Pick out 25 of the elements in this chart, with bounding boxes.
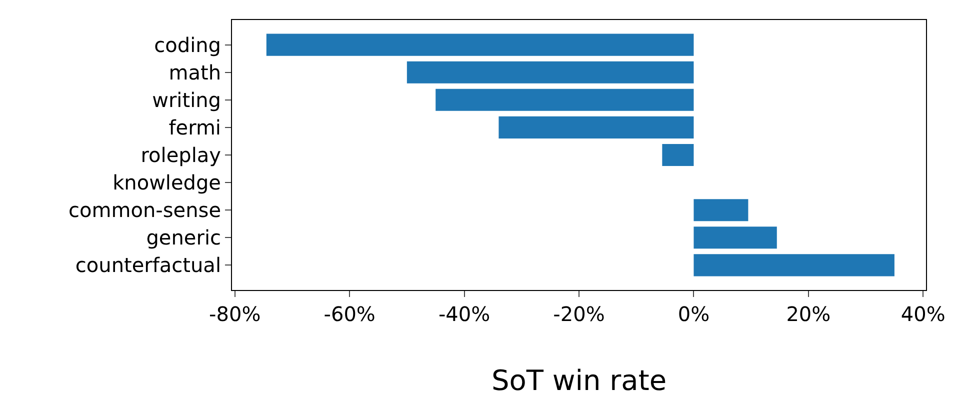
bar [694,254,894,276]
bar [406,61,694,84]
y-tick-label: counterfactual [75,253,221,278]
x-tick-label: -60% [324,302,376,326]
y-tick-label: knowledge [112,170,221,195]
y-tick-label: fermi [168,115,221,140]
x-axis-title: SoT win rate [491,364,667,398]
bar [662,144,694,166]
y-tick-label: coding [154,32,221,57]
bar [694,226,777,249]
x-tick-label: 20% [786,302,831,326]
y-tick-label: math [168,60,221,84]
bar [694,199,748,222]
bar [266,34,694,56]
y-tick-label: common-sense [68,198,221,222]
x-tick-label: -20% [553,302,605,326]
bar [498,116,694,138]
x-tick-label: 40% [900,302,946,326]
y-tick-label: roleplay [140,143,222,167]
x-tick-label: -40% [438,302,490,326]
y-tick-label: generic [146,226,221,250]
x-tick-label: 0% [678,302,710,326]
x-tick-label: -80% [209,302,261,326]
y-tick-label: writing [152,88,221,112]
bar [436,88,694,111]
